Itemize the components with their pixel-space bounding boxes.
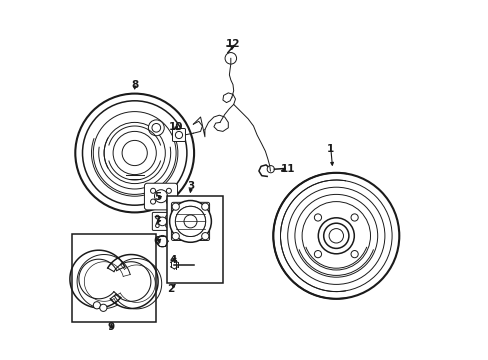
- Circle shape: [314, 214, 321, 221]
- Circle shape: [152, 123, 160, 132]
- Circle shape: [314, 251, 321, 258]
- Text: 4: 4: [169, 255, 177, 265]
- Circle shape: [169, 201, 211, 242]
- Circle shape: [266, 166, 274, 173]
- Text: 8: 8: [131, 80, 138, 90]
- FancyBboxPatch shape: [144, 183, 177, 210]
- Text: 10: 10: [168, 122, 183, 132]
- Circle shape: [175, 206, 205, 237]
- Circle shape: [155, 215, 159, 219]
- Circle shape: [113, 131, 156, 175]
- Circle shape: [165, 224, 169, 228]
- Circle shape: [294, 194, 377, 277]
- Circle shape: [350, 251, 358, 258]
- Text: 1: 1: [326, 144, 334, 154]
- Circle shape: [201, 203, 208, 210]
- FancyBboxPatch shape: [152, 212, 172, 230]
- Circle shape: [175, 206, 205, 237]
- Circle shape: [273, 173, 399, 299]
- Circle shape: [156, 235, 168, 247]
- Circle shape: [166, 199, 171, 204]
- Circle shape: [166, 188, 171, 193]
- Text: 9: 9: [107, 322, 115, 332]
- FancyBboxPatch shape: [172, 129, 185, 141]
- Circle shape: [148, 120, 164, 136]
- Text: 7: 7: [153, 216, 161, 226]
- Circle shape: [122, 140, 147, 166]
- Circle shape: [280, 180, 391, 292]
- Circle shape: [172, 203, 179, 210]
- Circle shape: [150, 199, 155, 204]
- Circle shape: [201, 233, 208, 240]
- Circle shape: [158, 217, 166, 226]
- Text: 6: 6: [153, 236, 161, 246]
- Circle shape: [183, 215, 197, 228]
- Circle shape: [100, 304, 107, 311]
- Bar: [72, 234, 156, 322]
- Circle shape: [224, 53, 236, 64]
- Circle shape: [350, 214, 358, 221]
- Circle shape: [323, 223, 348, 248]
- Text: 12: 12: [225, 39, 240, 49]
- Circle shape: [104, 122, 165, 184]
- Circle shape: [155, 224, 159, 228]
- Text: 3: 3: [187, 181, 194, 192]
- Circle shape: [93, 302, 101, 309]
- Text: 2: 2: [167, 284, 174, 294]
- Circle shape: [287, 187, 384, 284]
- Circle shape: [183, 215, 197, 228]
- Circle shape: [328, 229, 343, 243]
- Circle shape: [82, 101, 186, 205]
- Circle shape: [150, 188, 155, 193]
- Circle shape: [302, 202, 370, 270]
- Text: 11: 11: [280, 164, 294, 174]
- Circle shape: [75, 94, 194, 212]
- Circle shape: [93, 112, 176, 194]
- Circle shape: [154, 190, 167, 203]
- Text: 5: 5: [153, 192, 161, 202]
- Circle shape: [318, 218, 354, 254]
- Bar: [167, 196, 223, 283]
- Circle shape: [165, 215, 169, 219]
- FancyBboxPatch shape: [171, 202, 209, 240]
- Circle shape: [175, 131, 182, 139]
- Circle shape: [172, 233, 179, 240]
